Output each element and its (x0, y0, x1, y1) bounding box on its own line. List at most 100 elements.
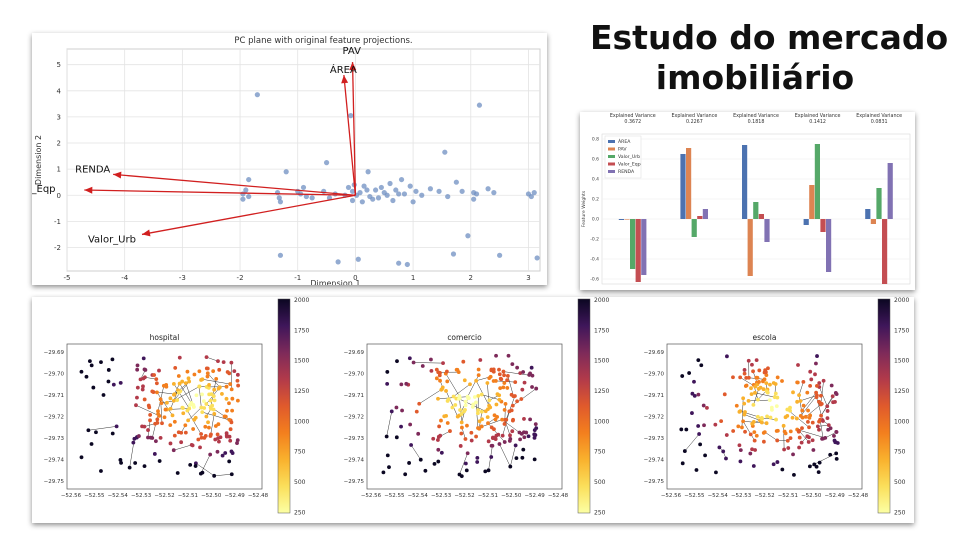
colorbar-tick: 250 (294, 509, 306, 516)
map-x-tick: −52.55 (84, 493, 105, 499)
network-node (818, 417, 822, 422)
network-node (835, 441, 840, 445)
network-node (513, 394, 517, 398)
map-x-tick: −52.54 (708, 493, 729, 499)
network-node (458, 444, 463, 448)
network-node (719, 419, 724, 424)
network-node (469, 430, 474, 435)
network-node (749, 386, 753, 391)
data-point (398, 176, 405, 183)
network-node (742, 368, 747, 372)
network-node (216, 359, 220, 364)
feature-arrowhead (141, 229, 151, 237)
network-node (187, 406, 192, 411)
network-node (752, 430, 757, 435)
colorbar-tick: 1000 (294, 418, 309, 425)
colorbar-tick: 1750 (894, 327, 909, 334)
network-node (457, 472, 462, 477)
network-node (828, 426, 833, 431)
network-node (387, 465, 391, 470)
network-node (761, 387, 766, 392)
data-point (348, 113, 354, 119)
network-node (135, 363, 140, 368)
network-node (795, 399, 800, 404)
data-point (531, 190, 537, 196)
network-node (175, 398, 180, 403)
network-node (453, 403, 458, 407)
y-axis-label: Dimension 2 (34, 135, 43, 185)
feature-arrow (343, 75, 357, 196)
network-node (207, 392, 212, 397)
network-node (191, 427, 196, 431)
legend-swatch (608, 155, 615, 158)
network-node (737, 443, 742, 448)
data-point (404, 261, 410, 268)
road-segment (684, 433, 700, 452)
network-node (790, 415, 795, 420)
network-node (480, 417, 485, 422)
network-node (208, 405, 213, 410)
network-node (819, 393, 823, 398)
data-point (365, 169, 371, 175)
network-node (459, 420, 464, 425)
road-segment (195, 463, 215, 477)
network-node (199, 432, 203, 436)
legend-swatch (608, 170, 615, 173)
dimension-title: Explained Variance (733, 113, 779, 119)
network-node (696, 392, 701, 397)
network-node (118, 458, 123, 462)
map-x-tick: −52.49 (824, 493, 845, 499)
network-node (781, 423, 786, 428)
map-y-tick: −29.73 (344, 436, 365, 442)
network-node (731, 375, 735, 380)
network-node (173, 366, 178, 370)
network-node (759, 420, 764, 425)
network-node (165, 400, 169, 405)
network-node (445, 379, 450, 384)
feature-arrow-label: ÁREA (330, 63, 357, 76)
map-frame (366, 343, 563, 490)
network-node (459, 431, 464, 436)
network-node (235, 398, 240, 403)
network-node (532, 457, 537, 462)
network-node (171, 381, 176, 386)
legend-swatch (608, 162, 615, 166)
network-node (217, 439, 221, 444)
feature-arrowhead (113, 171, 122, 179)
road-segment (798, 395, 803, 418)
network-node (500, 433, 505, 438)
network-node (748, 432, 753, 437)
network-node (491, 435, 495, 440)
network-node (444, 388, 448, 393)
network-node (445, 421, 450, 425)
network-node (153, 421, 158, 426)
network-node (738, 448, 743, 453)
network-node (110, 357, 115, 362)
network-node (751, 403, 756, 407)
heatmap-escola: escola −29.69 −29.70 −29.71 −29.72 −29.73 −29.… (644, 297, 910, 516)
network-node (465, 423, 469, 428)
network-node (483, 409, 488, 414)
network-node (785, 413, 790, 418)
x-tick-label: -2 (237, 274, 244, 282)
feature-arrow-label: PAV (343, 46, 362, 57)
network-node (208, 434, 213, 438)
road-segment (156, 392, 173, 416)
network-node (400, 408, 404, 413)
network-node (806, 440, 811, 444)
network-node (493, 379, 498, 383)
network-node (797, 435, 802, 440)
network-node (142, 424, 147, 429)
network-node (205, 374, 210, 379)
slide-title: Estudo do mercado imobiliário (590, 18, 948, 98)
bar (641, 219, 647, 275)
network-node (814, 361, 818, 366)
data-point (407, 183, 413, 189)
road-segment (173, 383, 190, 409)
network-node (829, 383, 834, 388)
network-node (751, 420, 756, 424)
network-node (819, 401, 824, 406)
network-node (220, 392, 224, 396)
data-point (349, 197, 356, 204)
network-node (819, 413, 823, 418)
